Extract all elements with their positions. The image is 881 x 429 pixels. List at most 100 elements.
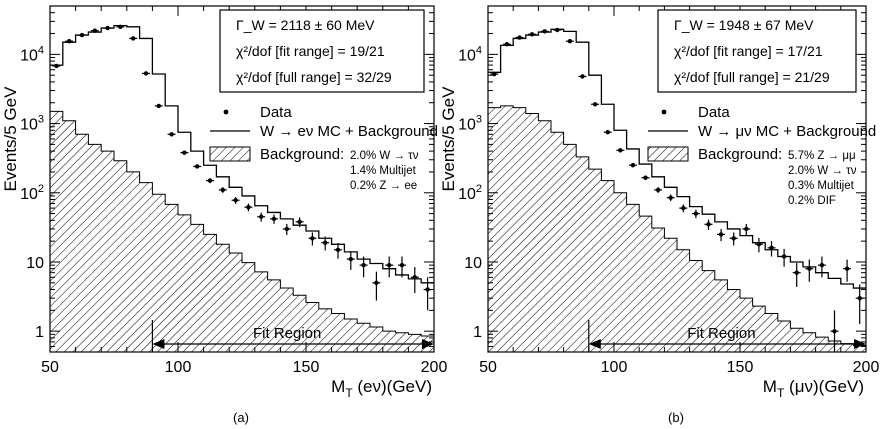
data-point xyxy=(641,175,650,181)
x-tick-label: 200 xyxy=(421,359,448,376)
data-point xyxy=(142,71,150,76)
data-point xyxy=(103,25,112,31)
y-tick-label: 1 xyxy=(473,324,482,341)
data-point-marker xyxy=(605,130,610,135)
data-point-marker xyxy=(492,71,497,77)
data-point-marker xyxy=(819,262,825,268)
data-point xyxy=(767,241,776,257)
data-point xyxy=(591,102,600,107)
legend-data-marker xyxy=(223,109,229,115)
data-point xyxy=(129,36,138,41)
data-point-marker xyxy=(412,275,417,280)
data-point-marker xyxy=(118,24,123,30)
data-point xyxy=(717,228,726,242)
data-point xyxy=(218,187,227,193)
data-point xyxy=(578,74,587,79)
data-point xyxy=(679,204,688,213)
data-point xyxy=(295,217,304,228)
data-point xyxy=(321,236,330,251)
data-point xyxy=(334,242,342,259)
data-point-marker xyxy=(246,204,251,210)
data-point xyxy=(855,284,864,325)
data-point xyxy=(52,63,61,69)
y-tick-label: 10 xyxy=(26,255,44,272)
data-point-marker xyxy=(374,280,379,285)
data-point-marker xyxy=(361,262,366,268)
y-tick-label: 103 xyxy=(20,114,44,134)
data-point-marker xyxy=(169,132,174,137)
data-point-marker xyxy=(67,38,72,44)
stats-line: Γ_W = 2118 ± 60 MeV xyxy=(236,17,375,33)
y-tick-label: 102 xyxy=(20,183,44,203)
stats-line: Γ_W = 1948 ± 67 MeV xyxy=(674,17,814,33)
data-point-marker xyxy=(668,195,673,200)
data-point xyxy=(528,32,537,37)
data-point xyxy=(193,164,202,169)
data-point xyxy=(654,187,663,193)
data-point-marker xyxy=(731,236,736,241)
data-point xyxy=(742,223,751,236)
data-point-marker xyxy=(555,27,560,33)
x-tick-label: 50 xyxy=(479,359,497,376)
data-point xyxy=(282,223,291,236)
data-point xyxy=(116,24,125,30)
legend-bkg-component: 2.0% W → τν xyxy=(788,165,857,177)
data-point-marker xyxy=(744,226,749,232)
mc-histogram xyxy=(488,28,866,289)
data-point-marker xyxy=(399,262,405,268)
background-histogram xyxy=(487,105,867,353)
data-point xyxy=(843,259,852,282)
data-point-marker xyxy=(643,175,648,180)
data-point xyxy=(257,212,266,222)
stats-line: χ²/dof [full range] = 32/29 xyxy=(236,69,392,85)
legend-data-label: Data xyxy=(698,104,730,121)
data-point-marker xyxy=(297,219,302,225)
data-point-marker xyxy=(335,247,341,252)
legend-bkg-component: 1.4% Multijet xyxy=(350,165,417,177)
data-point xyxy=(616,148,625,153)
y-tick-label: 10 xyxy=(464,255,482,272)
data-point-marker xyxy=(143,71,149,76)
data-point-marker xyxy=(857,295,862,301)
chart-panel-a: Fit Region 50 100 150 200 1 10 102 103 104 Events/… xyxy=(1,5,448,425)
data-point-marker xyxy=(580,74,585,79)
legend-bkg-swatch xyxy=(209,146,251,162)
legend-bkg-component: 0.2% DIF xyxy=(788,195,836,207)
data-point xyxy=(830,310,839,352)
data-point xyxy=(754,237,763,253)
fit-region-label: Fit Region xyxy=(253,325,321,342)
data-point-marker xyxy=(156,103,161,109)
data-point xyxy=(346,251,355,270)
data-point xyxy=(817,256,826,278)
data-point xyxy=(553,27,562,33)
panel-label: (b) xyxy=(668,410,684,425)
data-point-marker xyxy=(618,148,623,153)
data-point-marker xyxy=(310,236,315,241)
data-point xyxy=(308,232,317,246)
data-point-marker xyxy=(259,214,264,219)
data-point xyxy=(180,150,189,155)
fit-region-arrow-left xyxy=(588,339,601,349)
data-point xyxy=(691,209,700,219)
data-point xyxy=(206,178,214,184)
y-tick-label: 104 xyxy=(458,44,482,64)
data-point-marker xyxy=(207,178,213,183)
data-point-marker xyxy=(54,63,59,69)
legend-mc-label: W → μν MC + Background xyxy=(698,123,876,140)
legend-bkg-component: 5.7% Z → μμ xyxy=(788,150,856,162)
data-point-marker xyxy=(542,29,547,34)
stats-box xyxy=(657,9,857,93)
y-tick-label: 1 xyxy=(35,324,44,341)
mc-histogram xyxy=(50,25,434,284)
stats-line: χ²/dof [full range] = 21/29 xyxy=(674,69,830,85)
data-point-marker xyxy=(323,240,328,245)
data-point-marker xyxy=(756,242,762,247)
data-point xyxy=(540,29,549,34)
stats-box xyxy=(219,9,425,93)
data-point-marker xyxy=(387,262,392,268)
data-point xyxy=(410,267,419,294)
data-point xyxy=(628,163,637,168)
x-axis-label: MT (eν)(GeV) xyxy=(331,377,432,400)
legend-bkg-component: 2.0% W → τν xyxy=(350,150,419,162)
